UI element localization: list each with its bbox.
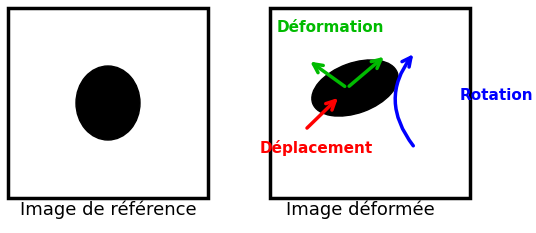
Bar xyxy=(8,8,208,198)
Bar xyxy=(270,8,470,198)
Ellipse shape xyxy=(312,60,398,116)
Text: Déplacement: Déplacement xyxy=(259,140,373,156)
FancyArrowPatch shape xyxy=(395,57,413,146)
Ellipse shape xyxy=(76,66,140,140)
Text: Image déformée: Image déformée xyxy=(286,201,434,219)
Text: Image de référence: Image de référence xyxy=(20,201,196,219)
Text: Déformation: Déformation xyxy=(276,21,384,35)
Text: Rotation: Rotation xyxy=(460,88,534,103)
